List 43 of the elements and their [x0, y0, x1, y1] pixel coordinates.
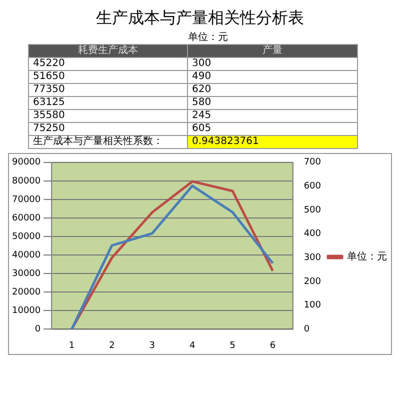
y-tick-label: 30000 — [12, 268, 41, 279]
text: 35580 — [28, 110, 188, 122]
y-tick-label: 70000 — [12, 194, 41, 205]
y-tick-label: 20000 — [12, 287, 41, 298]
x-tick-label: 5 — [230, 340, 236, 351]
text: 245 — [188, 110, 358, 122]
x-tick-label: 1 — [68, 340, 75, 351]
y-tick-label: 90000 — [12, 158, 41, 168]
y-tick-label: 0 — [34, 324, 41, 335]
x-tick-label: 3 — [149, 340, 155, 351]
y-tick-label: 60000 — [12, 213, 41, 224]
text: 45220 — [28, 58, 188, 70]
text: 耗费生产成本 — [28, 44, 188, 58]
x-tick-label: 4 — [189, 340, 196, 351]
legend-label: 单位：元 — [347, 250, 387, 263]
text: 605 — [188, 122, 358, 136]
y-tick-label: 10000 — [12, 306, 41, 316]
text: 620 — [188, 84, 358, 96]
y2-tick-label: 600 — [304, 182, 322, 192]
x-tick-label: 6 — [270, 340, 276, 351]
text: 77350 — [28, 84, 188, 96]
text: 产量 — [188, 44, 358, 58]
text: 生产成本与产量相关性系数： — [28, 136, 188, 148]
text: 0.943823761 — [188, 136, 358, 148]
y-tick-label: 50000 — [12, 232, 41, 242]
x-tick-label: 2 — [109, 340, 115, 351]
y2-tick-label: 700 — [304, 158, 322, 168]
y2-tick-label: 300 — [304, 253, 322, 264]
y2-tick-label: 200 — [304, 276, 322, 287]
text: 580 — [188, 96, 358, 110]
text: 51650 — [28, 70, 188, 84]
text: 63125 — [28, 96, 188, 110]
chart-title: 生产成本与产量相关性分析表 — [95, 8, 305, 29]
y2-tick-label: 0 — [304, 324, 310, 335]
y2-tick-label: 400 — [304, 229, 322, 240]
y-tick-label: 80000 — [12, 176, 41, 186]
text: 单位：元 — [188, 30, 229, 44]
y2-tick-label: 500 — [304, 205, 322, 216]
y-tick-label: 40000 — [12, 250, 41, 260]
text: 490 — [188, 70, 358, 84]
text: 75250 — [28, 122, 188, 136]
y2-tick-label: 100 — [304, 300, 322, 311]
text: 300 — [188, 58, 358, 70]
